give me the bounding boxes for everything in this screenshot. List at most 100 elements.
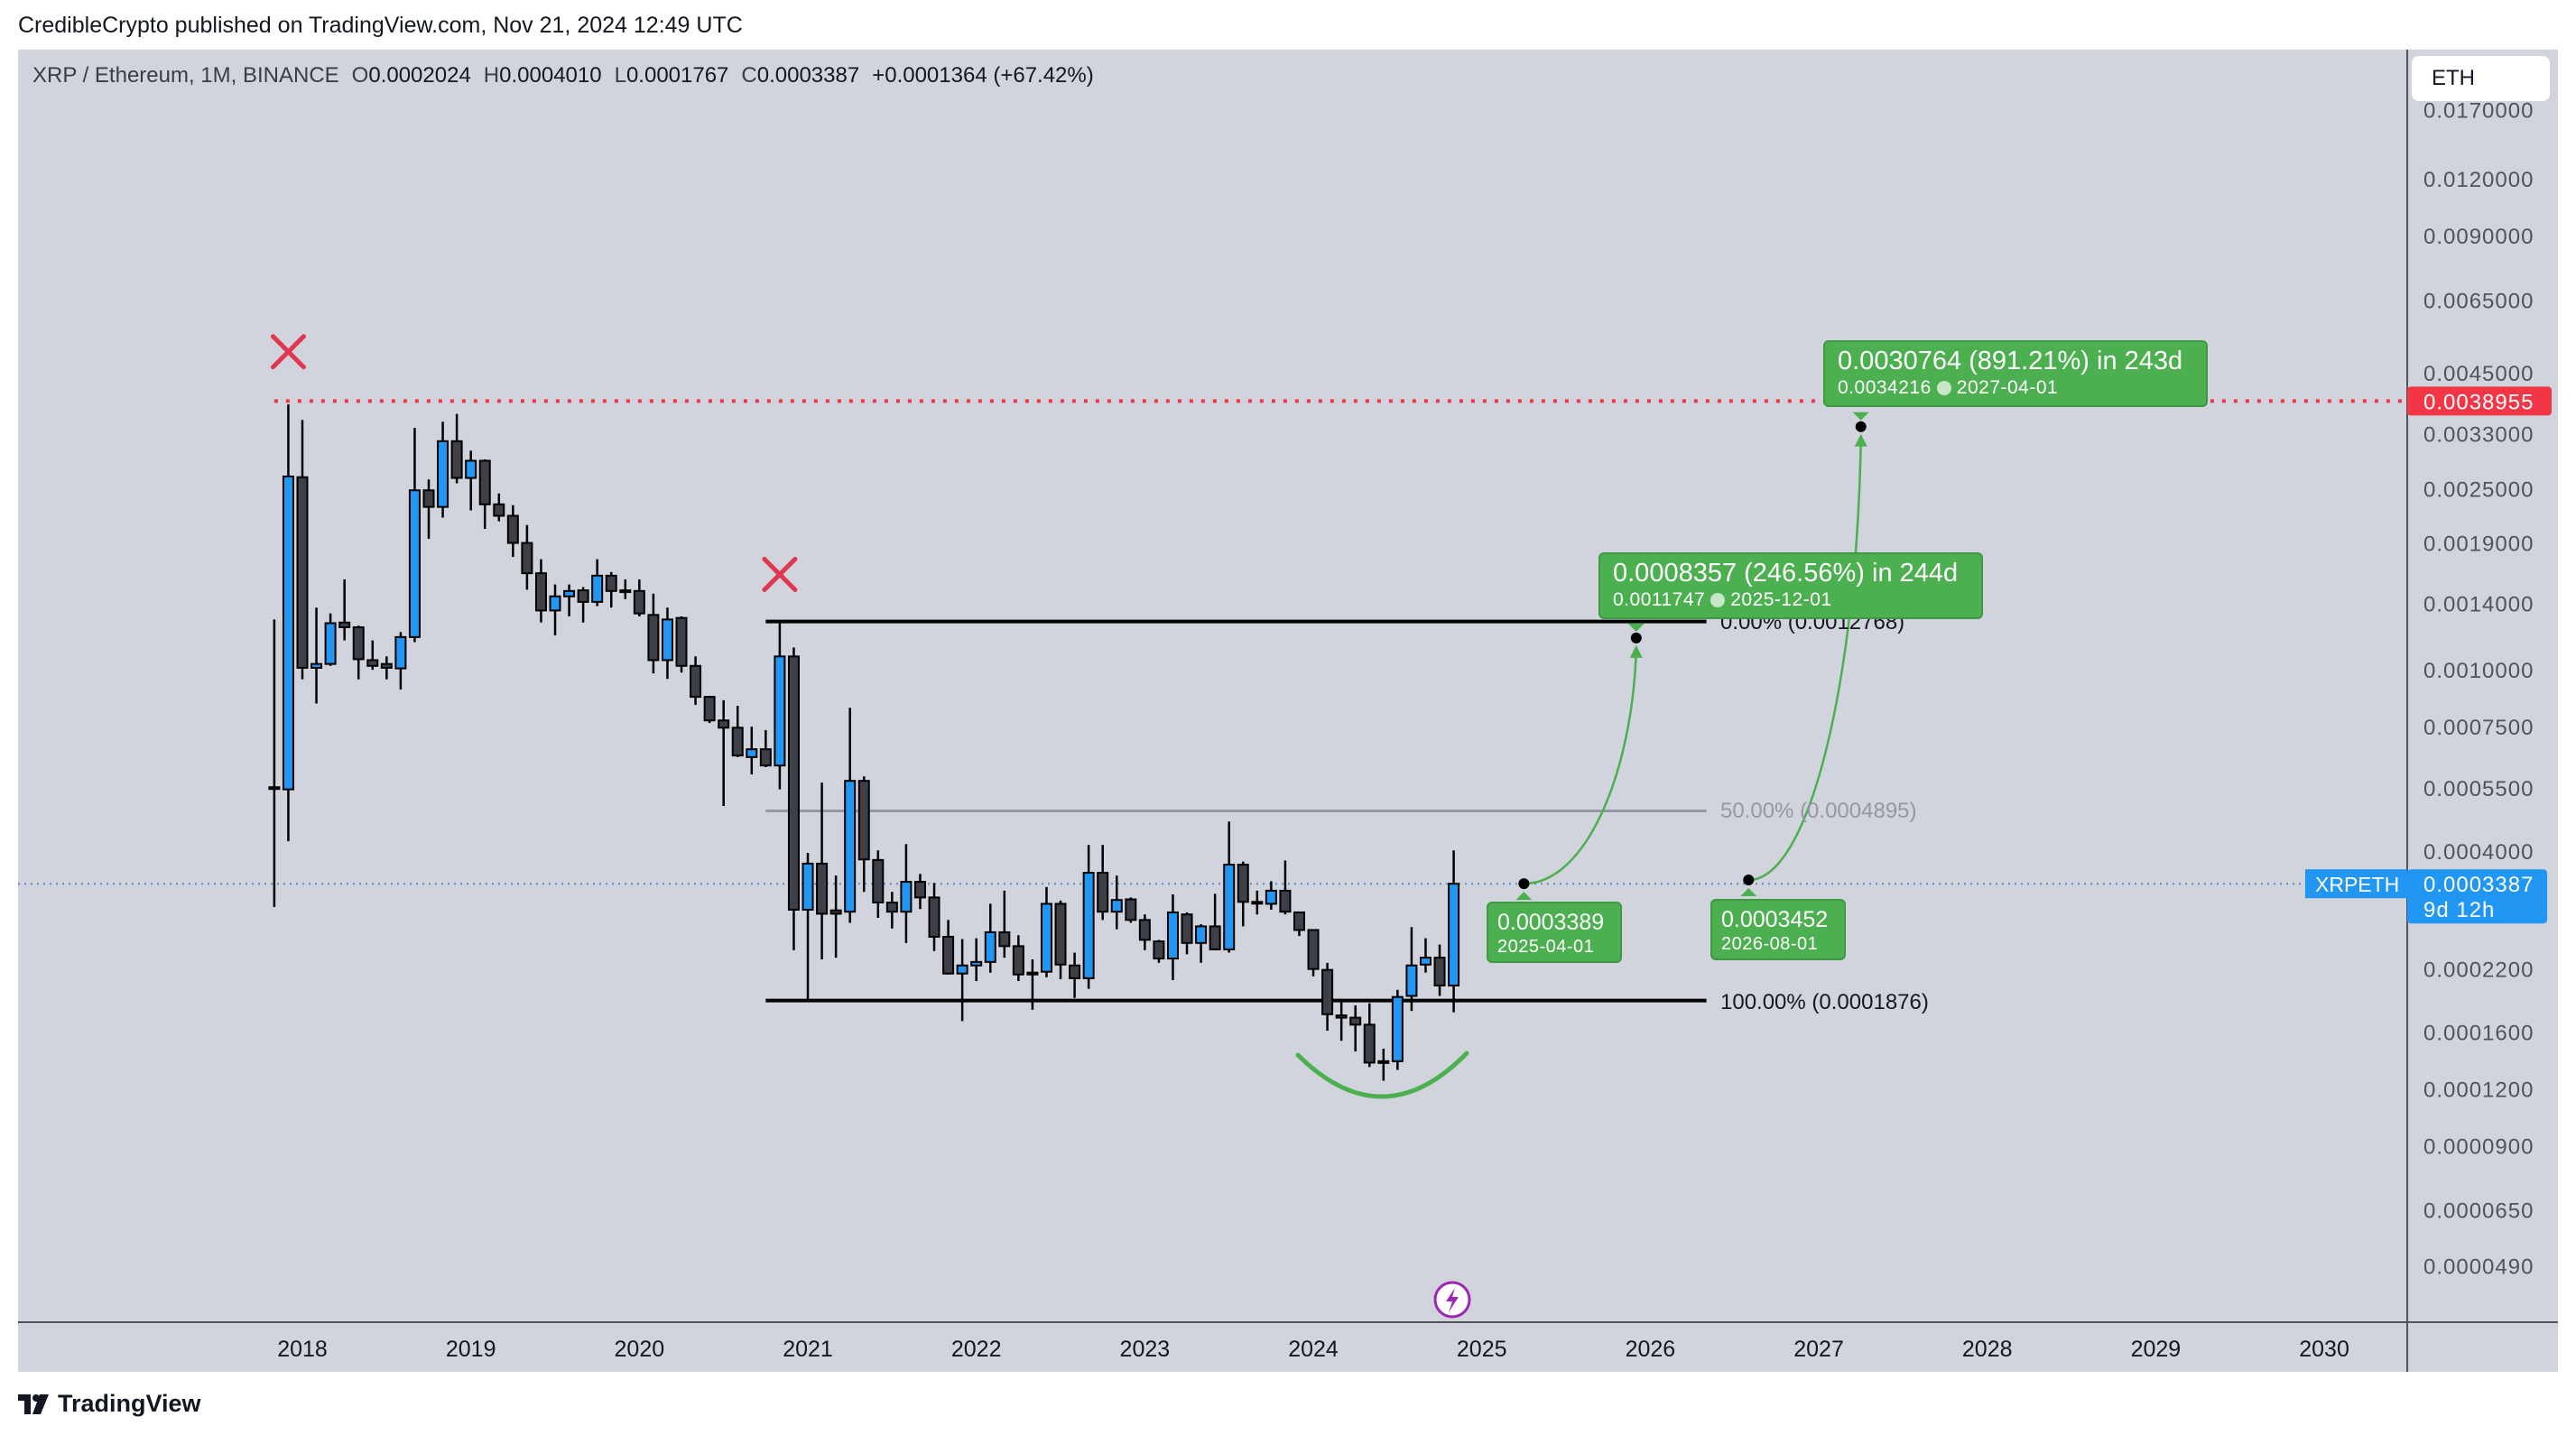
currency-button[interactable]: ETH [2412, 56, 2550, 101]
time-tick-label: 2028 [1962, 1337, 2013, 1362]
projection-start-dot[interactable] [1518, 878, 1530, 890]
candle [1293, 911, 1305, 937]
candle [1335, 998, 1348, 1042]
candle-body [1138, 919, 1151, 941]
candle-body [1433, 957, 1446, 986]
candle-body [1069, 964, 1081, 979]
price-tick-label: 0.0000650 [2423, 1199, 2534, 1224]
close-value: 0.0003387 [756, 63, 860, 88]
open-label: O [351, 63, 369, 88]
price-tick-label: 0.0025000 [2423, 477, 2534, 502]
candle [1391, 989, 1404, 1070]
candle [1082, 845, 1095, 989]
projection-end-dot[interactable] [1630, 632, 1642, 643]
projection-1-start-price: 0.0003389 [1497, 910, 1605, 935]
candle-body [1279, 889, 1292, 913]
resistance-price-text: 0.0038955 [2423, 390, 2534, 414]
candle-body [703, 696, 716, 722]
candle-body [1026, 971, 1039, 976]
candle-body [675, 616, 688, 667]
lightning-icon[interactable] [1433, 1281, 1471, 1319]
candle-body [1195, 925, 1208, 944]
candle [746, 727, 758, 775]
candle [422, 479, 435, 540]
candle-body [577, 589, 589, 603]
time-tick-label: 2029 [2131, 1337, 2182, 1362]
price-tick-label: 0.0002200 [2423, 958, 2534, 983]
candle [282, 404, 294, 842]
candle-body [534, 572, 547, 612]
candle-body [787, 655, 800, 911]
candle-body [885, 902, 898, 913]
chart-pane[interactable] [18, 50, 2558, 1372]
price-tick-label: 0.0014000 [2423, 592, 2534, 616]
projection-2-target-label[interactable]: 0.0030764 (891.21%) in 243d 0.0034216 202… [1823, 340, 2208, 407]
candle-body [1448, 883, 1460, 986]
candle-body [1265, 889, 1277, 905]
candle [380, 656, 393, 680]
candle [338, 579, 351, 641]
candle [577, 587, 589, 623]
resistance-price-badge [2407, 386, 2552, 416]
candle [970, 938, 983, 982]
symbol-title[interactable]: XRP / Ethereum, 1M, BINANCE [32, 63, 339, 88]
symbol-badge-text: XRPETH [2315, 873, 2399, 896]
high-label: H [483, 63, 500, 88]
candle [465, 450, 477, 511]
x-mark-stroke [270, 334, 306, 370]
candle-body [1419, 957, 1432, 966]
candle-body [1181, 913, 1193, 944]
candle [900, 844, 913, 943]
candle-body [394, 635, 407, 670]
candle [731, 706, 744, 757]
candle [1237, 861, 1249, 927]
projection-end-dot[interactable] [1855, 421, 1867, 432]
candle-body [408, 489, 421, 638]
candle-body [872, 858, 885, 904]
candle [690, 656, 702, 706]
candle [661, 607, 673, 680]
projection-2-start-label[interactable]: 0.0003452 2026-08-01 [1710, 899, 1846, 960]
candle-body [493, 503, 505, 517]
arrowhead-icon [1629, 644, 1643, 658]
projection-1-target-label[interactable]: 0.0008357 (246.56%) in 244d 0.0011747 202… [1598, 552, 1983, 619]
time-tick-label: 2026 [1626, 1337, 1676, 1362]
tradingview-logo[interactable]: TradingView [18, 1390, 201, 1418]
projection-2-headline: 0.0030764 (891.21%) in 243d [1838, 347, 2183, 375]
candle-body [549, 595, 561, 612]
price-tick-label: 0.0019000 [2423, 532, 2534, 557]
candle [1097, 845, 1109, 921]
candle [352, 625, 365, 680]
candle-body [1349, 1016, 1362, 1026]
candle-body [338, 621, 351, 629]
projection-2-start-price: 0.0003452 [1721, 907, 1829, 932]
symbol-badge [2305, 869, 2407, 899]
candle-body [296, 476, 309, 669]
candle [633, 579, 645, 617]
arrowhead-icon [1854, 433, 1867, 447]
bubble-pointer [1740, 888, 1757, 897]
candle-body [521, 542, 533, 575]
candle-body [422, 489, 435, 508]
candle-body [1307, 929, 1320, 970]
candle [563, 584, 576, 617]
candle [675, 616, 688, 673]
time-tick-label: 2019 [446, 1337, 496, 1362]
candle [1195, 924, 1208, 963]
candle [394, 632, 407, 690]
projection-arrow[interactable] [1524, 648, 1638, 885]
projection-1-start-label[interactable]: 0.0003389 2025-04-01 [1487, 902, 1622, 963]
projection-start-dot[interactable] [1743, 875, 1755, 886]
candle [1138, 914, 1151, 950]
candle [1419, 938, 1432, 973]
projection-arrow[interactable] [1748, 437, 1862, 882]
price-tick-label: 0.0010000 [2423, 659, 2534, 683]
candle-body [1097, 872, 1109, 913]
candle [647, 593, 660, 674]
candle [1377, 1048, 1390, 1081]
projection-1-start-date: 2025-04-01 [1497, 937, 1595, 957]
price-tick-label: 0.0090000 [2423, 225, 2534, 249]
candle [1054, 900, 1067, 979]
candle-body [774, 655, 786, 767]
